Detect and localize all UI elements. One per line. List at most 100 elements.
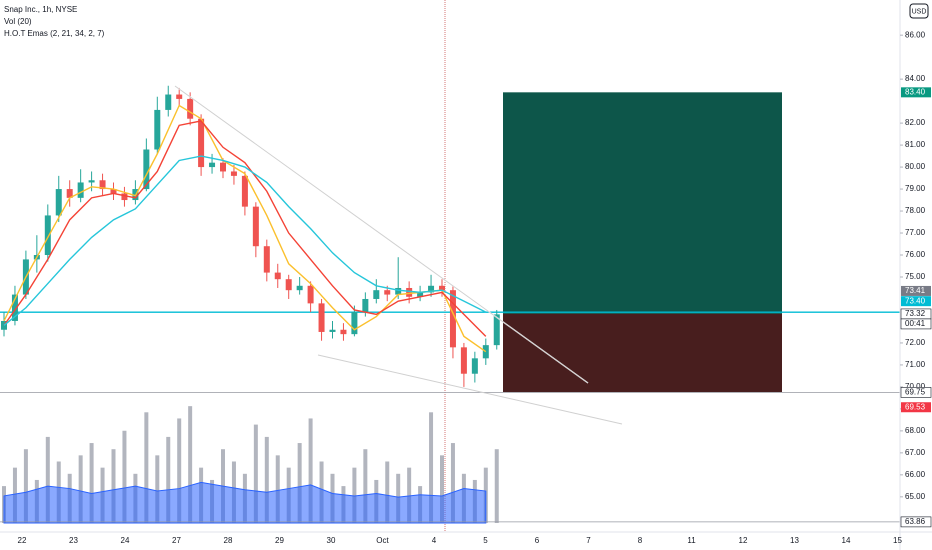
x-tick-label: 27 xyxy=(172,536,181,545)
price-label-bg xyxy=(900,387,932,398)
volume-bar xyxy=(352,467,357,523)
volume-bar xyxy=(144,412,149,523)
x-tick-label: 7 xyxy=(586,536,591,545)
candle-body xyxy=(285,279,292,291)
candle-body xyxy=(165,94,172,110)
loss-zone xyxy=(503,313,782,393)
volume-bar xyxy=(429,412,434,523)
y-tick-label: 65.00 xyxy=(905,492,926,501)
countdown: 00:41 xyxy=(905,319,926,328)
trendline-upper-shadow xyxy=(174,85,589,384)
price-label: 63.86 xyxy=(905,517,926,526)
price-label-bg xyxy=(900,516,932,528)
volume-bar xyxy=(89,443,94,523)
candle-body xyxy=(340,329,347,335)
candle-body xyxy=(230,171,237,176)
candle-body xyxy=(373,290,380,299)
price-label-bg xyxy=(901,402,931,413)
candle-body xyxy=(384,290,391,295)
candle-body xyxy=(187,98,194,119)
candle-body xyxy=(88,180,95,183)
price-label-bg xyxy=(901,87,931,98)
currency-box[interactable] xyxy=(909,3,929,19)
candle-body xyxy=(362,298,369,313)
x-tick-label: 29 xyxy=(275,536,284,545)
volume-bar xyxy=(264,436,269,523)
x-tick-label: 4 xyxy=(432,536,437,545)
candle-body xyxy=(252,206,259,247)
x-tick-label: 22 xyxy=(18,536,27,545)
price-label: 69.75 xyxy=(905,388,926,397)
volume-bar xyxy=(78,455,83,523)
countdown-bg xyxy=(900,318,932,330)
candle-body xyxy=(428,285,435,293)
price-label: 69.53 xyxy=(905,402,926,411)
candle-body xyxy=(395,287,402,295)
candle-body xyxy=(55,189,62,216)
candle-body xyxy=(296,285,303,291)
candle-body xyxy=(143,149,150,190)
y-tick-label: 66.00 xyxy=(905,470,926,479)
candle-body xyxy=(329,329,336,332)
y-tick-label: 71.00 xyxy=(905,360,926,369)
price-label: 73.41 xyxy=(905,286,926,295)
y-tick-label: 82.00 xyxy=(905,118,926,127)
candle-body xyxy=(417,292,424,297)
candle-body xyxy=(274,272,281,280)
x-tick-label: 6 xyxy=(535,536,540,545)
ema-line xyxy=(3,120,487,337)
x-tick-label: 15 xyxy=(893,536,902,545)
x-tick-label: 5 xyxy=(483,536,488,545)
y-tick-label: 84.00 xyxy=(905,74,926,83)
candle-body xyxy=(66,189,73,198)
candle-body xyxy=(318,303,325,332)
volume-bar xyxy=(494,449,499,523)
x-tick-label: 24 xyxy=(121,536,130,545)
candle-body xyxy=(351,312,358,335)
candle-body xyxy=(307,285,314,304)
x-tick-label: 14 xyxy=(842,536,851,545)
indicator-label: Vol (20) xyxy=(4,17,32,26)
candle-body xyxy=(220,162,226,172)
currency[interactable]: USD xyxy=(912,8,927,15)
x-tick-label: 8 xyxy=(638,536,643,545)
y-tick-label: 79.00 xyxy=(905,184,926,193)
candle-body xyxy=(439,285,445,291)
candle-body xyxy=(449,290,456,348)
price-label: 83.40 xyxy=(905,87,926,96)
profit-zone xyxy=(503,92,782,314)
volume-ma xyxy=(3,481,487,524)
candle-body xyxy=(263,246,270,273)
x-tick-label: 23 xyxy=(69,536,78,545)
indicator-label: H.O.T Emas (2, 21, 34, 2, 7) xyxy=(4,29,105,38)
candle-body xyxy=(110,189,117,194)
volume-bar xyxy=(155,455,160,523)
candle-body xyxy=(176,94,183,99)
ema-line xyxy=(3,155,487,326)
price-label-bg xyxy=(901,285,931,296)
y-tick-label: 80.00 xyxy=(905,162,926,171)
volume-bar xyxy=(23,449,28,523)
candle-body xyxy=(198,118,205,168)
y-tick-label: 76.00 xyxy=(905,250,926,259)
volume-pane xyxy=(2,406,499,524)
trendline-lower xyxy=(317,354,623,425)
candle-body xyxy=(471,358,478,374)
y-tick-label: 78.00 xyxy=(905,206,926,215)
volume-bar xyxy=(166,436,171,523)
volume-bar xyxy=(177,418,182,523)
volume-bar xyxy=(111,449,116,523)
y-tick-label: 77.00 xyxy=(905,228,926,237)
y-tick-label: 75.00 xyxy=(905,272,926,281)
y-tick-label: 72.00 xyxy=(905,338,926,347)
candle-body xyxy=(209,162,216,168)
y-tick-label: 81.00 xyxy=(905,140,926,149)
candle-body xyxy=(154,109,161,150)
x-tick-label: 11 xyxy=(687,536,696,545)
volume-bar xyxy=(363,449,368,523)
volume-bar xyxy=(122,430,127,523)
price-label-bg xyxy=(901,296,931,307)
price-pane xyxy=(0,85,900,523)
volume-bar xyxy=(407,467,412,523)
